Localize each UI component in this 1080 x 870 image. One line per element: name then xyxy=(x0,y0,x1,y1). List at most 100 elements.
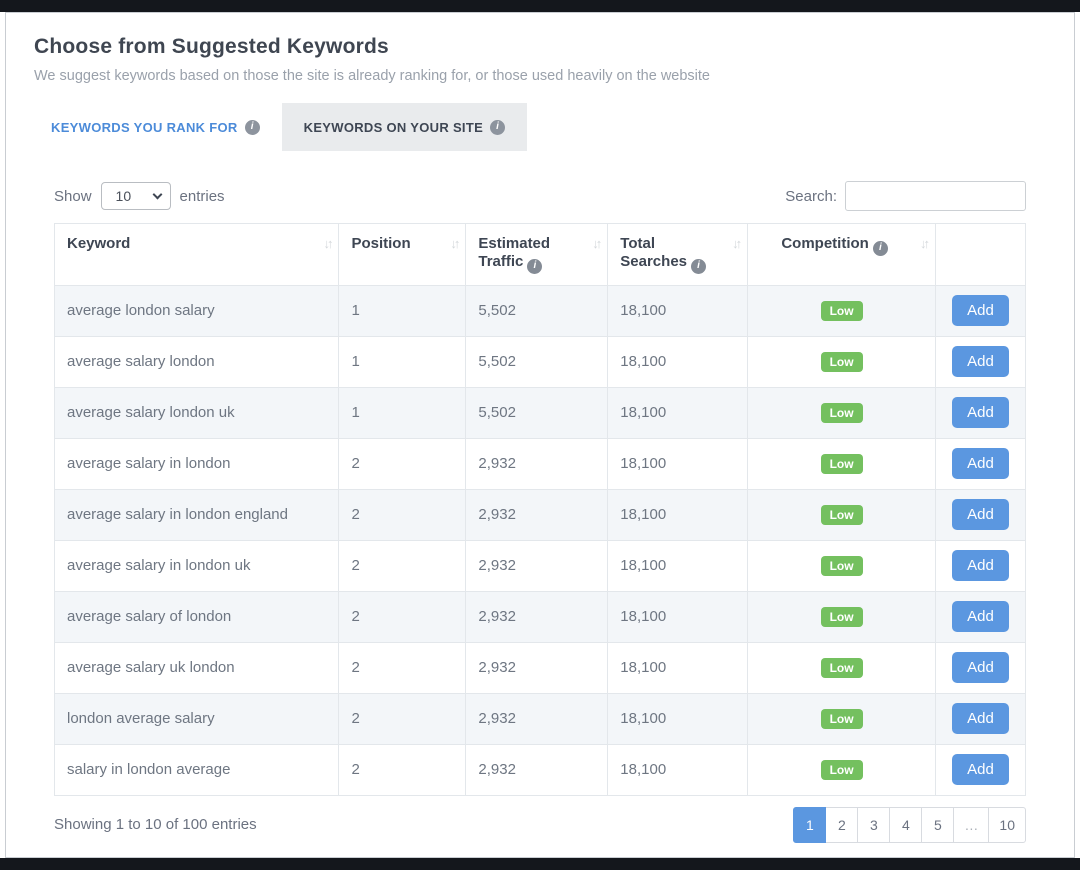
competition-badge: Low xyxy=(820,555,863,576)
position-cell: 2 xyxy=(338,590,467,643)
action-cell: Add xyxy=(934,743,1027,796)
controls-row: Show 10 entries Search: xyxy=(54,181,1026,211)
suggested-keywords-panel: Choose from Suggested Keywords We sugges… xyxy=(5,12,1075,858)
add-button[interactable]: Add xyxy=(952,754,1009,785)
estimated-traffic-cell: 2,932 xyxy=(465,743,609,796)
competition-cell: Low xyxy=(747,692,936,745)
column-header-label: Competition xyxy=(781,235,869,252)
pagination-page-2[interactable]: 2 xyxy=(825,806,859,843)
table-row: average salary in london england 2 2,932… xyxy=(53,488,1027,541)
competition-badge: Low xyxy=(820,402,863,423)
pagination-page-10[interactable]: 10 xyxy=(988,806,1026,843)
estimated-traffic-cell: 2,932 xyxy=(465,641,609,694)
table-body: average london salary 1 5,502 18,100 Low… xyxy=(53,284,1027,796)
competition-badge: Low xyxy=(820,504,863,525)
competition-cell: Low xyxy=(747,590,936,643)
info-icon[interactable]: i xyxy=(527,258,543,274)
column-header-estimated-traffic[interactable]: Estimated Traffic i ↓↑ xyxy=(465,223,609,286)
competition-cell: Low xyxy=(747,437,936,490)
header-area: Choose from Suggested Keywords We sugges… xyxy=(6,13,1074,84)
pagination-page-5[interactable]: 5 xyxy=(921,806,955,843)
page-subtitle: We suggest keywords based on those the s… xyxy=(34,68,710,84)
pagination-page-1[interactable]: 1 xyxy=(793,806,827,843)
keyword-cell: average london salary xyxy=(53,284,340,337)
column-header-competition[interactable]: Competition i ↓↑ xyxy=(747,223,936,286)
tab-keywords-on-your-site[interactable]: KEYWORDS ON YOUR SITE i xyxy=(281,103,528,151)
estimated-traffic-cell: 5,502 xyxy=(465,284,609,337)
position-cell: 2 xyxy=(338,437,467,490)
column-header-position[interactable]: Position ↓↑ xyxy=(338,223,467,286)
add-button[interactable]: Add xyxy=(952,652,1009,683)
info-icon[interactable]: i xyxy=(490,119,506,135)
table-row: average salary in london uk 2 2,932 18,1… xyxy=(53,539,1027,592)
action-cell: Add xyxy=(934,692,1027,745)
estimated-traffic-cell: 2,932 xyxy=(465,437,609,490)
competition-cell: Low xyxy=(747,386,936,439)
position-cell: 2 xyxy=(338,488,467,541)
competition-cell: Low xyxy=(747,641,936,694)
info-icon[interactable]: i xyxy=(691,258,706,274)
position-cell: 1 xyxy=(338,386,467,439)
keyword-cell: average salary in london xyxy=(53,437,340,490)
competition-badge: Low xyxy=(820,606,863,627)
page-size-select[interactable]: 10 xyxy=(100,182,171,210)
column-header-keyword[interactable]: Keyword ↓↑ xyxy=(53,223,340,286)
search-label: Search: xyxy=(785,187,837,205)
competition-badge: Low xyxy=(820,453,863,474)
add-button[interactable]: Add xyxy=(952,448,1009,479)
sort-icon: ↓↑ xyxy=(732,236,742,251)
position-cell: 2 xyxy=(338,692,467,745)
action-cell: Add xyxy=(934,437,1027,490)
estimated-traffic-cell: 5,502 xyxy=(465,386,609,439)
keyword-cell: average salary uk london xyxy=(53,641,340,694)
page-title: Choose from Suggested Keywords xyxy=(34,35,389,58)
add-button[interactable]: Add xyxy=(952,346,1009,377)
estimated-traffic-cell: 5,502 xyxy=(465,335,609,388)
action-cell: Add xyxy=(934,284,1027,337)
column-header-total-searches[interactable]: Total Searches i ↓↑ xyxy=(607,223,749,286)
search-box: Search: xyxy=(785,181,1026,211)
add-button[interactable]: Add xyxy=(952,295,1009,326)
estimated-traffic-cell: 2,932 xyxy=(465,488,609,541)
pagination: 1 2 3 4 5… 10 xyxy=(793,806,1026,843)
action-cell: Add xyxy=(934,641,1027,694)
tab-label: KEYWORDS YOU RANK FOR xyxy=(51,119,238,135)
column-header-label: Keyword xyxy=(67,235,131,252)
table-row: london average salary 2 2,932 18,100 Low… xyxy=(53,692,1027,745)
column-header-label: Total Searches xyxy=(620,235,687,270)
footer-row: Showing 1 to 10 of 100 entries 1 2 3 4 5… 10 xyxy=(54,806,1026,843)
estimated-traffic-cell: 2,932 xyxy=(465,539,609,592)
add-button[interactable]: Add xyxy=(952,397,1009,428)
add-button[interactable]: Add xyxy=(952,550,1009,581)
competition-cell: Low xyxy=(747,488,936,541)
add-button[interactable]: Add xyxy=(952,703,1009,734)
table-header-row: Keyword ↓↑ Position ↓↑ Estimated Traffic… xyxy=(53,223,1027,286)
pagination-ellipsis: … xyxy=(953,806,990,843)
add-button[interactable]: Add xyxy=(952,601,1009,632)
tabs: KEYWORDS YOU RANK FOR i KEYWORDS ON YOUR… xyxy=(29,103,1074,151)
pagination-page-4[interactable]: 4 xyxy=(889,806,923,843)
add-button[interactable]: Add xyxy=(952,499,1009,530)
total-searches-cell: 18,100 xyxy=(607,437,749,490)
tab-keywords-you-rank-for[interactable]: KEYWORDS YOU RANK FOR i xyxy=(29,103,282,151)
total-searches-cell: 18,100 xyxy=(607,386,749,439)
action-cell: Add xyxy=(934,335,1027,388)
info-icon[interactable]: i xyxy=(872,240,888,256)
total-searches-cell: 18,100 xyxy=(607,590,749,643)
info-icon[interactable]: i xyxy=(244,119,260,135)
column-header-label: Estimated Traffic xyxy=(478,235,551,270)
keywords-table: Keyword ↓↑ Position ↓↑ Estimated Traffic… xyxy=(53,223,1027,796)
position-cell: 1 xyxy=(338,335,467,388)
total-searches-cell: 18,100 xyxy=(607,284,749,337)
competition-cell: Low xyxy=(747,284,936,337)
action-cell: Add xyxy=(934,488,1027,541)
search-input[interactable] xyxy=(845,181,1026,211)
keyword-cell: average salary in london england xyxy=(53,488,340,541)
competition-badge: Low xyxy=(820,300,863,321)
total-searches-cell: 18,100 xyxy=(607,641,749,694)
sort-icon: ↓↑ xyxy=(323,236,333,251)
position-cell: 2 xyxy=(338,743,467,796)
table-row: average salary of london 2 2,932 18,100 … xyxy=(53,590,1027,643)
sort-icon: ↓↑ xyxy=(919,236,930,251)
pagination-page-3[interactable]: 3 xyxy=(857,806,891,843)
